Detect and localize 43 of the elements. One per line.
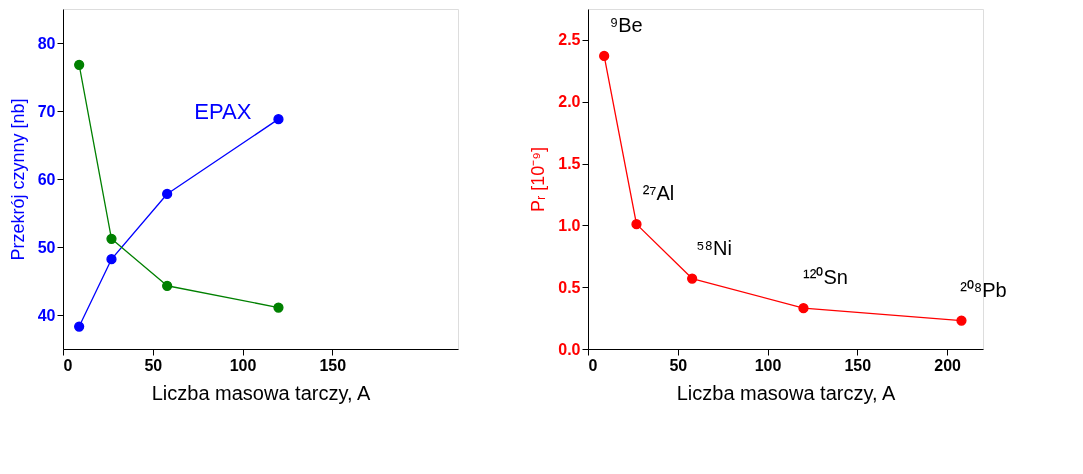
y-tick-label: 80	[37, 34, 56, 52]
y-tick-label: 0.0	[558, 340, 581, 358]
point	[162, 188, 173, 200]
y-axis-title: Przekrój czynny [nb]	[7, 98, 28, 261]
x-tick-label: 0	[588, 356, 598, 374]
point	[687, 273, 698, 284]
x-axis-title: Liczba masowa tarczy, A	[151, 381, 371, 404]
annotation: ⁹Be	[609, 13, 643, 36]
y-tick-label: 40	[37, 306, 56, 324]
x-tick-label: 200	[934, 356, 962, 374]
y-tick-label: 1.5	[558, 155, 581, 173]
y-tick-label: 2.0	[558, 93, 581, 111]
y-tick-label: 50	[37, 238, 56, 256]
annotation: ⁵⁸Ni	[696, 236, 732, 259]
point	[273, 302, 284, 313]
point	[273, 114, 284, 125]
x-tick-label: 100	[754, 356, 782, 374]
point	[106, 233, 117, 244]
point	[798, 303, 809, 314]
y-tick-label: 2.5	[558, 31, 581, 49]
series-label: EPAX	[194, 98, 252, 124]
annotation: ²⁰⁸Pb	[960, 278, 1007, 301]
x-tick-label: 0	[63, 356, 73, 374]
point	[106, 254, 117, 265]
y-tick-label: 1.0	[558, 216, 581, 234]
point	[631, 219, 642, 230]
y-tick-label: 70	[37, 102, 56, 120]
y-tick-label: 60	[37, 170, 56, 188]
x-tick-label: 50	[669, 356, 688, 374]
x-tick-label: 150	[319, 356, 347, 374]
point	[162, 280, 173, 291]
x-tick-label: 50	[144, 356, 163, 374]
point	[74, 59, 85, 70]
annotation: ²⁷Al	[642, 182, 675, 205]
x-axis-title: Liczba masowa tarczy, A	[676, 381, 896, 404]
annotation: ¹²⁰Sn	[803, 266, 848, 289]
y-axis-title: Pᵣ [10⁻⁹]	[528, 146, 549, 213]
y-tick-label: 0.5	[558, 278, 581, 296]
point	[74, 321, 85, 332]
x-tick-label: 150	[844, 356, 872, 374]
point	[599, 50, 610, 62]
point	[956, 315, 967, 326]
x-tick-label: 100	[229, 356, 257, 374]
